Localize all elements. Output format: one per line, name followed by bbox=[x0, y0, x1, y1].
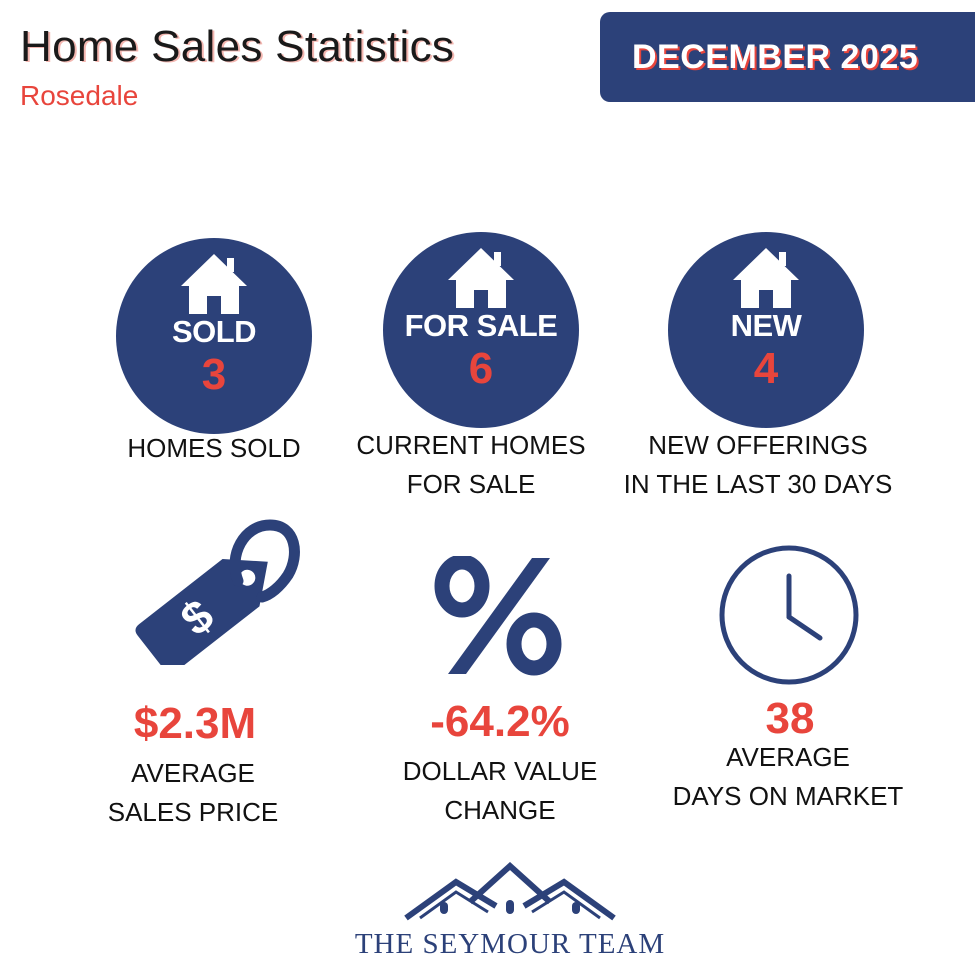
price-tag-icon: $ bbox=[135, 519, 300, 665]
sold-circle: SOLD 3 bbox=[116, 238, 312, 434]
days-on-market-value: 38 bbox=[765, 694, 815, 743]
caption-line: DAYS ON MARKET bbox=[672, 781, 904, 811]
house-icon bbox=[733, 248, 799, 308]
month-label: DECEMBER 2025 bbox=[632, 37, 919, 76]
for-sale-circle: FOR SALE 6 bbox=[383, 232, 579, 428]
average-price-value: $2.3M bbox=[133, 699, 257, 748]
new-value: 4 bbox=[753, 344, 779, 393]
new-circle: NEW 4 bbox=[668, 232, 864, 428]
caption-line: IN THE LAST 30 DAYS bbox=[623, 469, 893, 499]
dollar-change-caption: DOLLAR VALUE CHANGE bbox=[370, 752, 630, 830]
sold-label: SOLD bbox=[171, 314, 257, 349]
clock-icon bbox=[719, 545, 859, 685]
month-banner: DECEMBER 2025 bbox=[600, 12, 975, 102]
caption-line: NEW OFFERINGS bbox=[648, 430, 868, 460]
caption-line: DOLLAR VALUE bbox=[402, 756, 598, 786]
neighborhood-subtitle: Rosedale bbox=[20, 80, 139, 111]
days-on-market-caption: AVERAGE DAYS ON MARKET bbox=[648, 738, 928, 816]
percent-icon bbox=[434, 556, 562, 676]
caption-line: FOR SALE bbox=[406, 469, 536, 499]
caption-line: CURRENT HOMES bbox=[356, 430, 586, 460]
brand-name: THE SEYMOUR TEAM bbox=[354, 928, 666, 960]
caption-line: CHANGE bbox=[444, 795, 556, 825]
house-icon bbox=[181, 254, 247, 314]
average-price-caption: AVERAGE SALES PRICE bbox=[73, 754, 313, 832]
current-homes-caption: CURRENT HOMES FOR SALE bbox=[331, 426, 611, 504]
rooftops-logo-icon bbox=[404, 862, 616, 921]
caption-line: AVERAGE bbox=[131, 758, 255, 788]
house-icon bbox=[448, 248, 514, 308]
sold-value: 3 bbox=[201, 350, 227, 399]
caption-line: HOMES SOLD bbox=[127, 433, 301, 463]
for-sale-label: FOR SALE bbox=[404, 308, 558, 343]
new-offerings-caption: NEW OFFERINGS IN THE LAST 30 DAYS bbox=[598, 426, 918, 504]
dollar-change-value: -64.2% bbox=[430, 697, 570, 746]
caption-line: AVERAGE bbox=[726, 742, 850, 772]
new-label: NEW bbox=[730, 308, 802, 343]
page-title: Home Sales Statistics bbox=[20, 22, 455, 71]
homes-sold-caption: HOMES SOLD bbox=[94, 429, 334, 468]
caption-line: SALES PRICE bbox=[107, 797, 279, 827]
for-sale-value: 6 bbox=[468, 344, 494, 393]
